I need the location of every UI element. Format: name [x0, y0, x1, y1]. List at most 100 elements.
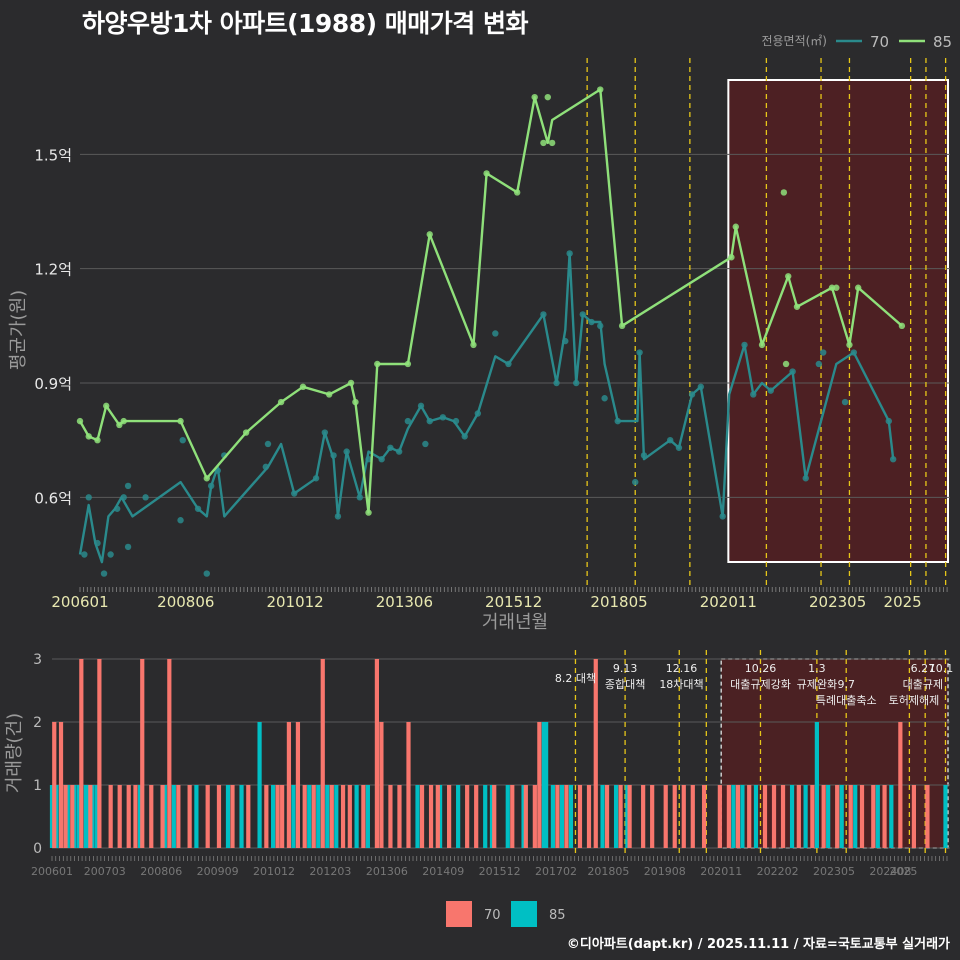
- policy-annotation-label: 9.7: [837, 678, 855, 691]
- volume-bar-70: [347, 785, 352, 848]
- data-point-70: [203, 570, 210, 577]
- volume-bar-85: [613, 785, 619, 848]
- policy-annotation-label: 8.2 대책: [555, 672, 596, 685]
- volume-bar-70: [618, 785, 623, 848]
- data-point-85: [76, 417, 84, 425]
- data-point-70: [264, 440, 272, 448]
- x-tick-label: 2025: [889, 865, 917, 878]
- data-point-70: [562, 337, 569, 345]
- volume-bar-85: [541, 722, 546, 848]
- x-tick-label: 200909: [197, 865, 239, 878]
- volume-bar-85: [789, 785, 795, 848]
- data-point-70: [885, 417, 892, 425]
- volume-bar-85: [271, 785, 276, 848]
- volume-bar-85: [90, 785, 95, 848]
- legend-label-85: 85: [549, 908, 566, 923]
- volume-bar-70: [275, 785, 280, 848]
- data-point-70: [343, 448, 350, 455]
- volume-bar-70: [555, 785, 560, 848]
- data-point-85: [404, 360, 412, 368]
- volume-bar-70: [149, 785, 154, 848]
- y-tick-label: 1.2억: [34, 261, 72, 279]
- data-point-70: [404, 417, 412, 425]
- volume-bar-85: [76, 785, 82, 848]
- data-point-70: [675, 444, 683, 451]
- data-point-85: [544, 93, 551, 101]
- volume-bar-85: [415, 785, 420, 848]
- y-tick-label: 3: [33, 652, 42, 668]
- data-point-70: [636, 349, 643, 356]
- data-point-70: [850, 349, 858, 356]
- data-point-85: [732, 223, 739, 230]
- volume-bar-70: [205, 785, 210, 848]
- data-point-70: [439, 414, 447, 421]
- data-point-70: [719, 513, 726, 520]
- policy-annotation-date: 12.16: [666, 662, 698, 675]
- data-point-70: [321, 429, 329, 436]
- volume-bar-70: [435, 785, 440, 848]
- volume-bar-70: [246, 785, 251, 848]
- legend-label-85: 85: [933, 33, 952, 51]
- volume-bar-70: [88, 785, 93, 848]
- volume-bar-70: [925, 785, 930, 848]
- data-point-70: [113, 505, 121, 512]
- policy-annotation-label: 대출규제강화: [730, 678, 791, 691]
- data-point-85: [483, 170, 490, 177]
- data-point-70: [601, 395, 608, 402]
- data-point-85: [793, 303, 801, 310]
- volume-bar-70: [690, 785, 695, 848]
- data-point-85: [347, 379, 355, 387]
- volume-bar-70: [167, 659, 172, 848]
- volume-bar-85: [194, 785, 199, 848]
- volume-bar-70: [63, 785, 68, 848]
- x-axis-title: 거래년월: [482, 612, 548, 633]
- volume-bar-70: [577, 785, 583, 848]
- volume-bar-70: [762, 785, 768, 848]
- data-point-70: [417, 402, 425, 410]
- y-axis-title: 평균가(원): [8, 290, 29, 370]
- x-tick-label: 200601: [51, 593, 108, 611]
- volume-bar-85: [568, 785, 574, 848]
- volume-bar-85: [753, 785, 759, 848]
- volume-bar-85: [600, 785, 605, 848]
- volume-bar-70: [604, 785, 610, 848]
- volume-bar-70: [780, 785, 786, 848]
- data-point-70: [579, 311, 586, 318]
- x-tick-label: 200703: [84, 865, 126, 878]
- volume-bar-70: [717, 785, 722, 848]
- data-point-70: [573, 379, 580, 387]
- data-point-70: [124, 543, 132, 551]
- policy-annotation-label: 종합대책: [605, 678, 645, 691]
- volume-bar-70: [911, 785, 916, 848]
- x-tick-label: 201306: [376, 593, 433, 611]
- volume-bar-70: [361, 785, 366, 848]
- data-point-85: [299, 383, 307, 391]
- volume-bar-70: [672, 785, 677, 848]
- volume-bar-70: [859, 785, 865, 848]
- data-point-70: [474, 410, 482, 417]
- volume-bar-70: [663, 785, 668, 848]
- x-tick-label: 200806: [157, 593, 214, 611]
- data-point-70: [330, 452, 337, 459]
- data-point-85: [513, 189, 521, 196]
- data-point-85: [898, 322, 906, 330]
- data-point-70: [688, 391, 696, 398]
- x-tick-label: 202011: [700, 865, 742, 878]
- data-point-70: [597, 322, 604, 330]
- volume-bar-85: [354, 785, 359, 848]
- volume-bar-70: [126, 785, 131, 848]
- volume-bar-85: [325, 785, 330, 848]
- data-point-85: [828, 284, 836, 291]
- volume-bar-85: [437, 785, 443, 848]
- legend-swatch-85: [511, 901, 537, 927]
- chart-title: 하양우방1차 아파트(1988) 매매가격 변화: [82, 9, 528, 38]
- data-point-85: [85, 433, 92, 440]
- highlight-region: [720, 658, 949, 849]
- data-point-85: [597, 86, 604, 93]
- volume-bar-85: [86, 785, 91, 848]
- data-point-70: [85, 494, 92, 501]
- policy-annotation-date: 1.3: [808, 662, 826, 675]
- volume-bar-85: [171, 785, 176, 848]
- volume-bar-85: [456, 785, 461, 848]
